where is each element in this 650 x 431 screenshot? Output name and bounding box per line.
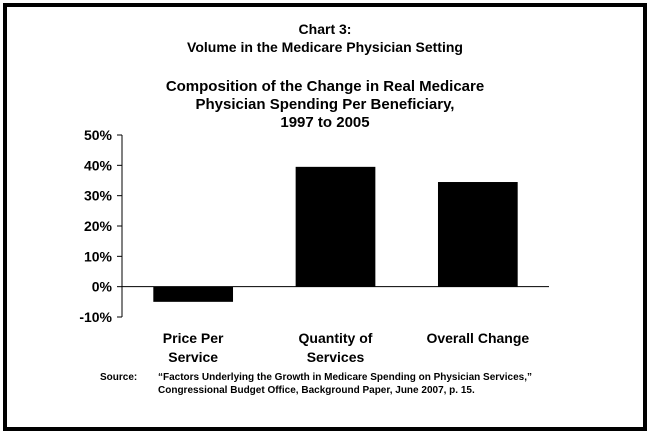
x-axis-labels: Price Per Service Quantity of Services Overa… bbox=[163, 330, 530, 365]
x-category-label: Price Per bbox=[163, 330, 224, 346]
source-line-2: Congressional Budget Office, Background … bbox=[158, 385, 475, 396]
x-category-label: Services bbox=[307, 349, 365, 365]
bar bbox=[437, 182, 518, 287]
bar bbox=[153, 286, 234, 302]
source-text: “Factors Underlying the Growth in Medica… bbox=[158, 371, 532, 397]
chart-title-line-2: Physician Spending Per Beneficiary, bbox=[195, 96, 455, 113]
y-tick-label: 40% bbox=[84, 157, 113, 173]
bars bbox=[153, 166, 518, 302]
chart-title-line-1: Composition of the Change in Real Medica… bbox=[165, 78, 485, 95]
y-tick-label: 20% bbox=[84, 218, 113, 234]
chart-number: Chart 3: bbox=[298, 21, 352, 37]
x-category-label: Service bbox=[168, 349, 218, 365]
y-tick-label: 50% bbox=[84, 127, 113, 143]
x-category-label: Overall Change bbox=[426, 330, 529, 346]
bar bbox=[295, 166, 376, 287]
y-tick-label: 30% bbox=[84, 188, 113, 204]
source-line-1: “Factors Underlying the Growth in Medica… bbox=[158, 372, 532, 383]
chart-title-line-3: 1997 to 2005 bbox=[280, 114, 370, 131]
x-category-label: Quantity of bbox=[299, 330, 373, 346]
y-tick-label: 0% bbox=[92, 279, 113, 295]
y-tick-label: -10% bbox=[79, 309, 112, 325]
source-label: Source: bbox=[100, 372, 138, 383]
y-tick-label: 10% bbox=[84, 248, 113, 264]
chart-heading: Volume in the Medicare Physician Setting bbox=[187, 39, 463, 55]
